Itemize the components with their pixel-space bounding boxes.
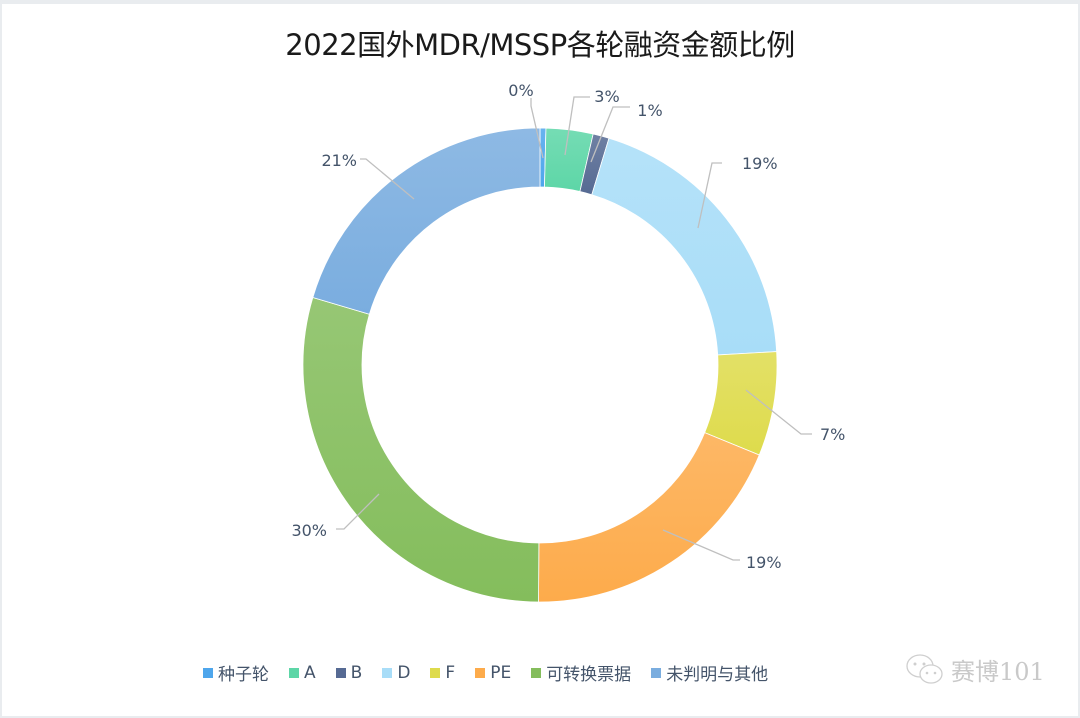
legend-swatch bbox=[531, 667, 542, 678]
leader-line-0 bbox=[530, 98, 544, 159]
legend-label: 种子轮 bbox=[218, 665, 269, 685]
wechat-icon bbox=[906, 653, 943, 684]
chart-legend: 种子轮 A B D F PE 可转换票据 未判明与其他 bbox=[0, 660, 1080, 685]
donut-slice-6 bbox=[302, 296, 540, 603]
legend-swatch bbox=[335, 667, 346, 678]
data-label-2: 1% bbox=[637, 101, 662, 120]
watermark: 赛博101 bbox=[905, 652, 1045, 687]
data-label-3: 19% bbox=[742, 154, 778, 173]
legend-label: F bbox=[445, 662, 456, 683]
data-label-0: 0% bbox=[508, 81, 533, 100]
legend-item-4: F bbox=[430, 660, 455, 685]
leader-line-4 bbox=[745, 389, 812, 435]
leader-line-5 bbox=[662, 529, 740, 561]
legend-label: 可转换票据 bbox=[546, 665, 632, 685]
legend-item-5: PE bbox=[475, 660, 511, 685]
legend-item-2: B bbox=[335, 660, 363, 685]
data-label-6: 30% bbox=[291, 521, 327, 540]
leader-line-1 bbox=[564, 96, 590, 156]
data-label-7: 21% bbox=[321, 151, 357, 170]
legend-swatch bbox=[382, 667, 393, 678]
legend-swatch bbox=[651, 667, 662, 678]
legend-swatch bbox=[475, 667, 486, 678]
chart-title: 2022国外MDR/MSSP各轮融资金额比例 bbox=[285, 28, 795, 62]
leader-line-2 bbox=[590, 106, 630, 163]
legend-label: 未判明与其他 bbox=[666, 665, 769, 685]
legend-item-0: 种子轮 bbox=[203, 660, 269, 685]
legend-swatch bbox=[203, 667, 213, 678]
watermark-text: 赛博101 bbox=[951, 658, 1045, 686]
legend-swatch bbox=[430, 667, 441, 678]
legend-label: A bbox=[304, 662, 316, 683]
legend-swatch bbox=[289, 667, 299, 678]
data-label-4: 7% bbox=[820, 425, 845, 444]
legend-label: D bbox=[397, 662, 411, 683]
legend-item-3: D bbox=[382, 660, 410, 685]
donut-slice-7 bbox=[312, 127, 541, 315]
data-label-5: 19% bbox=[746, 553, 782, 572]
legend-label: B bbox=[350, 662, 363, 683]
donut-slice-5 bbox=[538, 432, 760, 603]
legend-item-1: A bbox=[289, 660, 316, 685]
leader-line-6 bbox=[336, 493, 380, 530]
data-label-1: 3% bbox=[594, 87, 619, 106]
legend-label: PE bbox=[490, 662, 512, 683]
legend-item-7: 未判明与其他 bbox=[651, 660, 768, 685]
legend-item-6: 可转换票据 bbox=[531, 660, 631, 685]
leader-line-3 bbox=[697, 162, 722, 229]
leader-line-7 bbox=[360, 158, 415, 200]
